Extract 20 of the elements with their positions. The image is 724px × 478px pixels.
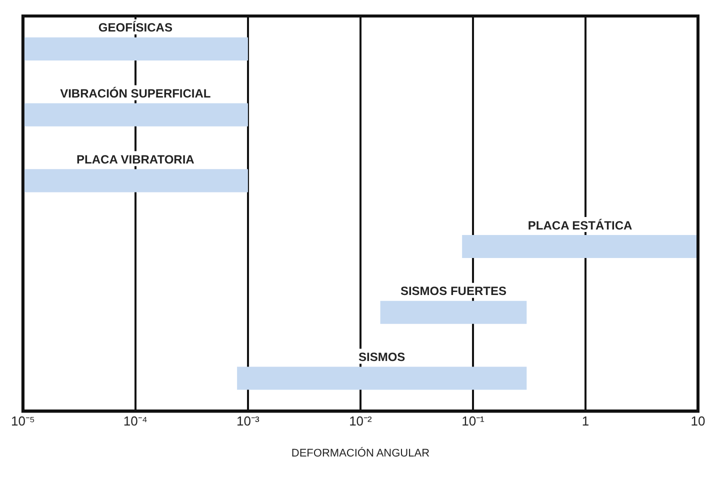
x-tick-label: 10⁻³ [236,414,260,429]
y-tick-label: GEOFÍSICAS [98,20,172,35]
x-tick-label: 10⁻¹ [462,414,486,429]
y-tick-label: VIBRACIÓN SUPERFICIAL [60,86,211,101]
bar [22,37,248,60]
bar [380,300,527,324]
y-tick-label: PLACA ESTÁTICA [528,218,632,232]
y-tick-label: PLACA VIBRATORIA [76,152,195,166]
x-axis-title: DEFORMACIÓN ANGULAR [291,446,430,460]
bar [22,169,248,192]
bar [462,235,698,258]
x-tick-label: 10 [690,414,706,429]
y-tick-label: SISMOS FUERTES [400,284,506,298]
x-tick-label: 10⁻⁴ [123,414,148,429]
y-tick-label: SISMOS [358,350,406,364]
bar [237,366,527,390]
x-tick-label: 1 [582,414,590,429]
bar [22,103,248,126]
x-tick-label: 10⁻⁵ [10,414,35,429]
x-tick-label: 10⁻² [349,414,373,429]
